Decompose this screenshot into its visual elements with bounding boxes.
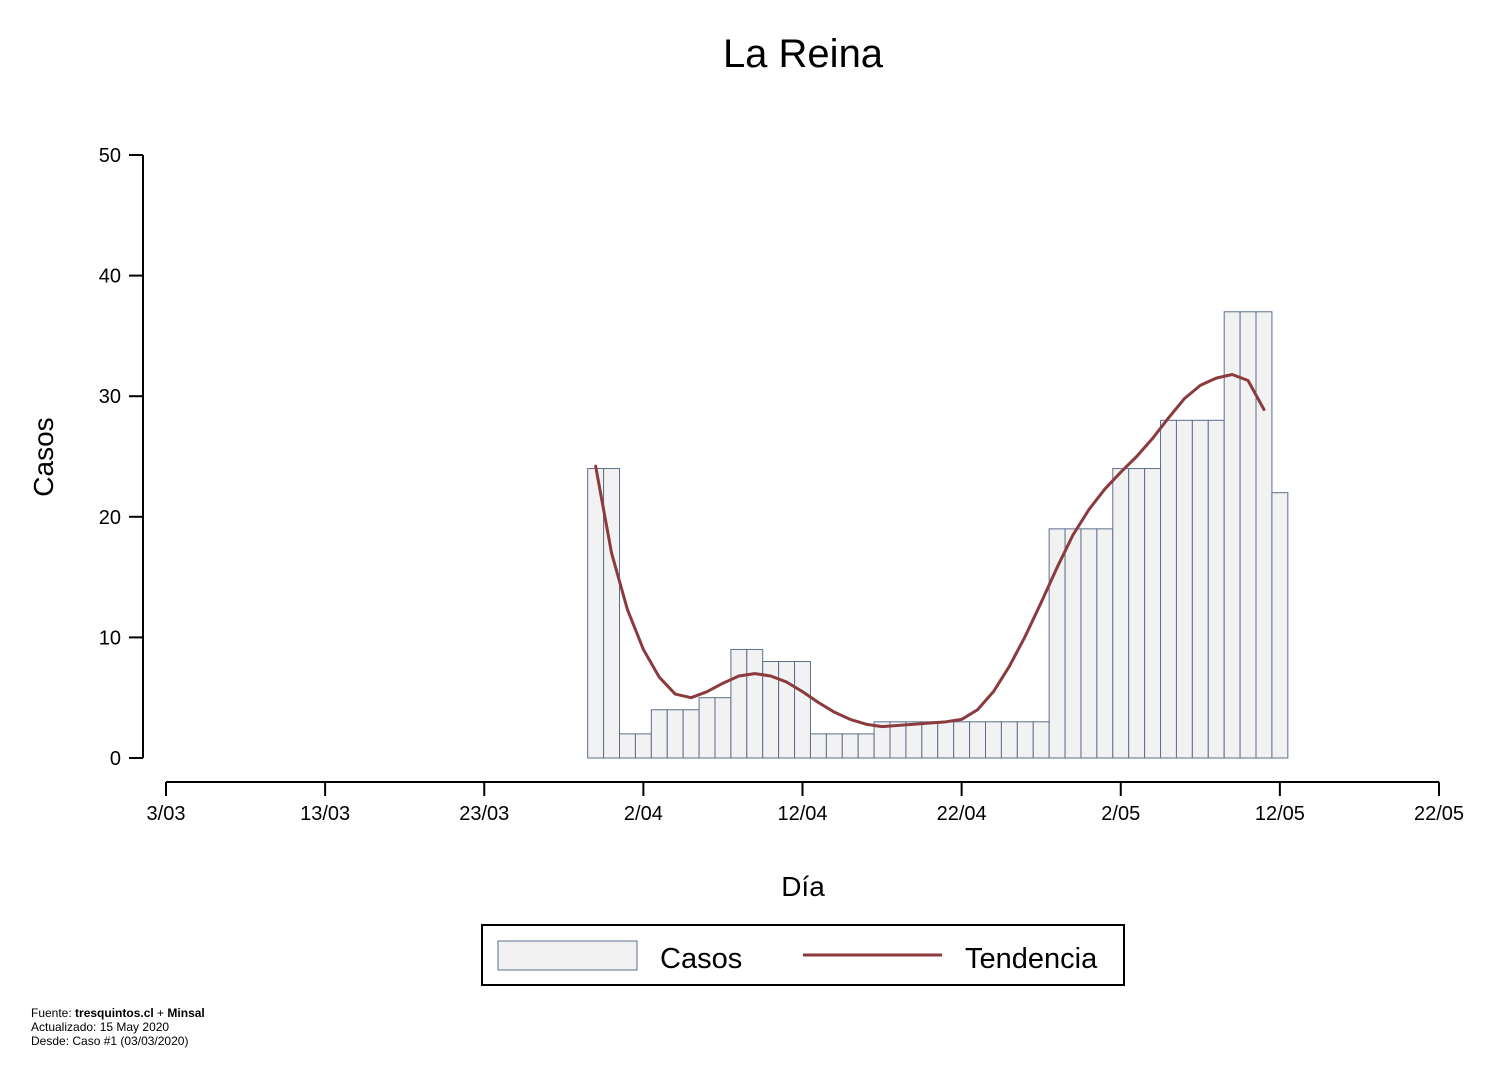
bar-2020-04-23 xyxy=(969,721,986,759)
x-tick-label-2020-05-02: 2/05 xyxy=(1101,803,1140,825)
bar-2020-04-12 xyxy=(794,661,811,759)
bar-2020-04-09 xyxy=(746,648,764,759)
y-tick-label-40: 40 xyxy=(99,266,121,288)
y-tick-label-30: 30 xyxy=(99,386,121,408)
bar-2020-04-01 xyxy=(619,733,636,759)
x-tick-label-2020-04-12: 12/04 xyxy=(777,803,827,825)
y-tick-label-20: 20 xyxy=(99,507,121,529)
footer: Fuente: tresquintos.cl + Minsal Actualiz… xyxy=(31,1006,205,1048)
bar-2020-05-01 xyxy=(1096,528,1114,759)
trend-series xyxy=(594,372,1266,729)
bar-2020-04-19 xyxy=(905,721,923,759)
legend: Casos Tendencia xyxy=(481,924,1125,986)
bar-2020-04-02 xyxy=(634,733,652,759)
y-tick-label-50: 50 xyxy=(99,145,121,167)
bar-2020-04-26 xyxy=(1016,721,1034,759)
bar-2020-04-25 xyxy=(1000,721,1018,759)
footer-source-site: tresquintos.cl xyxy=(75,1006,154,1020)
footer-source-org: Minsal xyxy=(167,1006,205,1020)
x-tick-label-2020-04-22: 22/04 xyxy=(937,803,987,825)
x-tick-label-2020-05-12: 12/05 xyxy=(1255,803,1305,825)
bar-2020-05-11 xyxy=(1255,311,1273,759)
bar-2020-05-12 xyxy=(1271,492,1289,759)
trend-line xyxy=(594,372,1266,729)
bar-2020-04-07 xyxy=(714,697,732,759)
legend-swatch-casos xyxy=(497,940,638,971)
x-tick-label-2020-03-23: 23/03 xyxy=(459,803,509,825)
legend-label-casos: Casos xyxy=(660,943,742,975)
x-tick-label-2020-03-13: 13/03 xyxy=(300,803,350,825)
bar-2020-04-04 xyxy=(666,709,684,759)
y-axis: 0 10 20 30 40 50 xyxy=(99,145,144,770)
bar-2020-04-11 xyxy=(778,661,796,759)
bar-2020-05-02 xyxy=(1112,468,1130,759)
bar-2020-04-30 xyxy=(1080,528,1098,759)
x-tick-label-2020-04-02: 2/04 xyxy=(624,803,663,825)
bar-series xyxy=(587,311,1289,759)
x-tick-label-2020-05-22: 22/05 xyxy=(1414,803,1464,825)
bar-2020-03-30 xyxy=(587,468,605,759)
bar-2020-04-08 xyxy=(730,648,748,759)
bar-2020-05-05 xyxy=(1160,419,1177,759)
bar-2020-04-16 xyxy=(857,733,875,759)
bar-2020-05-08 xyxy=(1207,419,1225,759)
x-axis: 3/03 13/03 23/03 2/04 12/04 22/04 2/05 12/05 22/… xyxy=(147,781,1464,825)
bar-2020-04-28 xyxy=(1048,528,1066,759)
bar-2020-04-13 xyxy=(809,733,827,759)
x-tick-label-2020-03-03: 3/03 xyxy=(147,803,186,825)
bar-2020-04-06 xyxy=(698,697,716,759)
y-tick-label-0: 0 xyxy=(110,748,121,770)
bar-2020-04-24 xyxy=(984,721,1002,759)
chart-title: La Reina xyxy=(723,32,884,76)
bar-2020-04-05 xyxy=(682,709,700,759)
bar-2020-05-09 xyxy=(1223,311,1241,759)
bar-2020-04-21 xyxy=(937,721,955,759)
bar-2020-04-27 xyxy=(1032,721,1050,759)
bar-2020-04-29 xyxy=(1064,528,1082,759)
bar-2020-05-04 xyxy=(1144,468,1162,759)
bar-2020-04-03 xyxy=(650,709,668,759)
bar-2020-04-20 xyxy=(921,721,939,759)
bar-2020-03-31 xyxy=(603,468,621,759)
legend-label-tendencia: Tendencia xyxy=(965,943,1098,975)
bar-2020-05-06 xyxy=(1175,419,1193,759)
bar-2020-04-15 xyxy=(841,733,859,759)
footer-since: Desde: Caso #1 (03/03/2020) xyxy=(31,1034,189,1048)
y-axis-title: Casos xyxy=(28,417,59,496)
bar-2020-05-03 xyxy=(1128,468,1146,759)
bar-2020-04-22 xyxy=(953,721,971,759)
bar-2020-05-07 xyxy=(1191,419,1209,759)
footer-updated: Actualizado: 15 May 2020 xyxy=(31,1020,170,1034)
y-tick-label-10: 10 xyxy=(99,627,121,649)
footer-source: Fuente: tresquintos.cl + Minsal xyxy=(31,1006,205,1020)
bar-2020-04-14 xyxy=(825,733,843,759)
x-axis-title: Día xyxy=(781,871,825,902)
